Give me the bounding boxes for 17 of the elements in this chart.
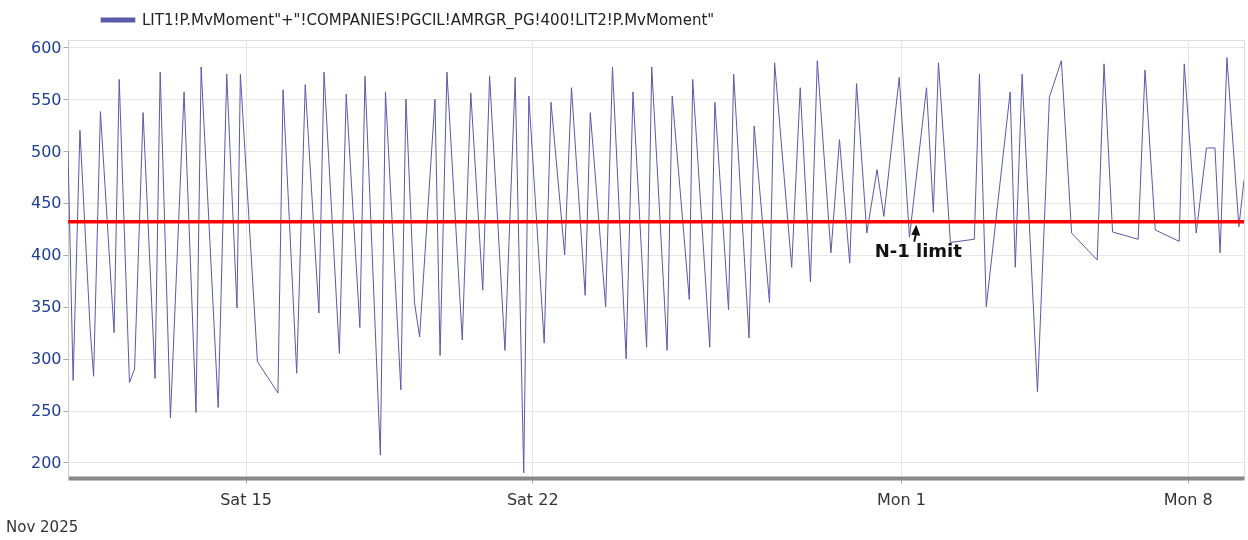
y-tick-label: 550	[30, 89, 62, 109]
x-tick-label: Sat 15	[220, 489, 272, 509]
y-tick-label: 400	[30, 245, 62, 265]
x-tick-label: Mon 8	[1163, 489, 1213, 509]
y-tick-label: 600	[30, 37, 62, 57]
legend-label: LIT1!P.MvMoment"+"!COMPANIES!PGCIL!AMRGR_PG!400!LIT2!P.MvMoment"	[142, 11, 715, 30]
line-series	[68, 57, 1244, 474]
y-tick-label: 450	[30, 193, 62, 213]
x-tick-label: Mon 1	[876, 489, 926, 509]
y-tick-label: 300	[30, 349, 62, 369]
y-tick-label: 200	[30, 452, 62, 472]
ref-line-label: N-1 limit	[874, 239, 963, 261]
y-tick-label: 500	[30, 141, 62, 161]
x-tick-label: Sat 22	[506, 489, 559, 509]
y-tick-label: 250	[30, 401, 62, 421]
text: Nov 2025	[6, 518, 79, 536]
y-tick-label: 350	[30, 297, 62, 317]
